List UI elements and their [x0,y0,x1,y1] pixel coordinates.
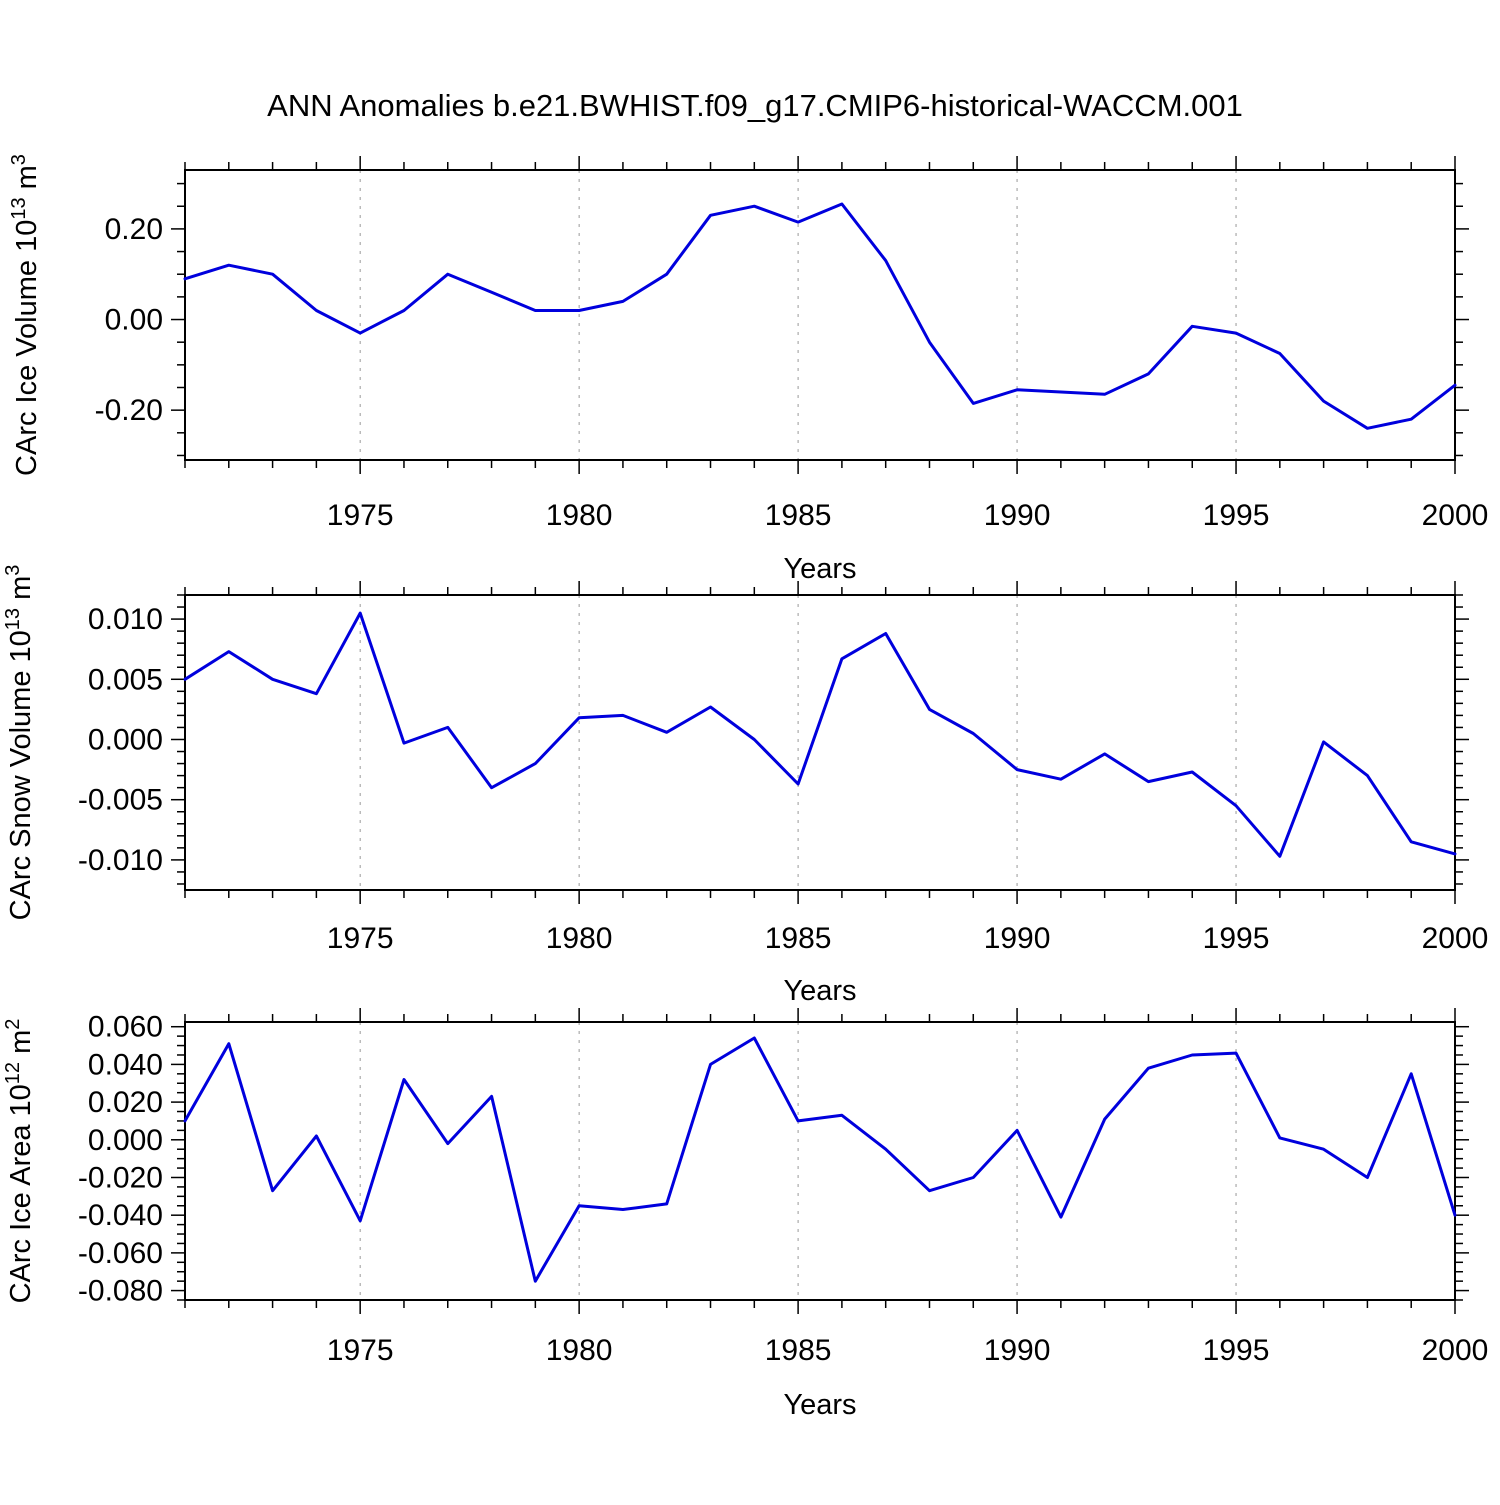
ice-volume-panel: 1975 1980 1985 1990 1995 2000 -0.20 0.00 0.20 Yea… [8,154,1488,585]
y-axis-title: CArc Ice Area 1012​ m2​ [2,1019,37,1304]
x-tick-label: 1990 [984,922,1051,955]
series-line [183,1036,1457,1283]
y-axis-title: CArc Snow Volume 1013​ m3​ [2,565,37,921]
y-tick-label: -0.010 [78,844,163,877]
y-tick-label: 0.060 [88,1011,163,1044]
x-tick-label: 2000 [1422,1334,1489,1367]
x-tick-label: 1985 [765,1334,832,1367]
y-tick-label: 0.000 [88,723,163,756]
x-tick-label: 1995 [1203,499,1270,532]
x-axis-title: Years [783,553,856,585]
x-tick-label: 1990 [984,1334,1051,1367]
y-tick-label: -0.060 [78,1237,163,1270]
x-axis-title: Years [783,1389,856,1421]
y-tick-label: 0.020 [88,1086,163,1119]
plot-frame [184,1021,1456,1301]
series-line [183,202,1457,430]
x-tick-label: 1980 [546,922,613,955]
y-tick-label: 0.20 [105,213,163,246]
series-line [183,611,1457,858]
y-tick-label: 0.010 [88,603,163,636]
plot-frame [184,169,1456,461]
ice-area-panel: 1975 1980 1985 1990 1995 2000 -0.080 -0.060 -0.0… [2,1008,1488,1421]
x-tick-label: 1980 [546,499,613,532]
x-tick-label: 1990 [984,499,1051,532]
x-tick-label: 1985 [765,499,832,532]
y-tick-label: -0.020 [78,1161,163,1194]
x-tick-label: 1980 [546,1334,613,1367]
x-tick-label: 2000 [1422,922,1489,955]
y-tick-label: -0.005 [78,784,163,817]
x-axis-title: Years [783,975,856,1007]
y-tick-label: 0.005 [88,663,163,696]
y-tick-label: 0.040 [88,1048,163,1081]
chart-title: ANN Anomalies b.e21.BWHIST.f09_g17.CMIP6… [267,88,1243,123]
y-axis-title: CArc Ice Volume 1013​ m3​ [8,154,43,476]
x-tick-label: 1985 [765,922,832,955]
snow-volume-panel: 1975 1980 1985 1990 1995 2000 -0.010 -0.005 0.00… [2,565,1488,1007]
y-tick-label: 0.00 [105,304,163,337]
x-tick-label: 1975 [327,1334,394,1367]
y-tick-label: -0.040 [78,1199,163,1232]
y-tick-label: -0.080 [78,1275,163,1308]
y-tick-label: -0.20 [95,394,163,427]
x-tick-label: 1975 [327,922,394,955]
y-tick-label: 0.000 [88,1124,163,1157]
plot-frame [184,594,1456,891]
x-tick-label: 1995 [1203,1334,1270,1367]
x-tick-label: 2000 [1422,499,1489,532]
x-tick-label: 1995 [1203,922,1270,955]
x-tick-label: 1975 [327,499,394,532]
